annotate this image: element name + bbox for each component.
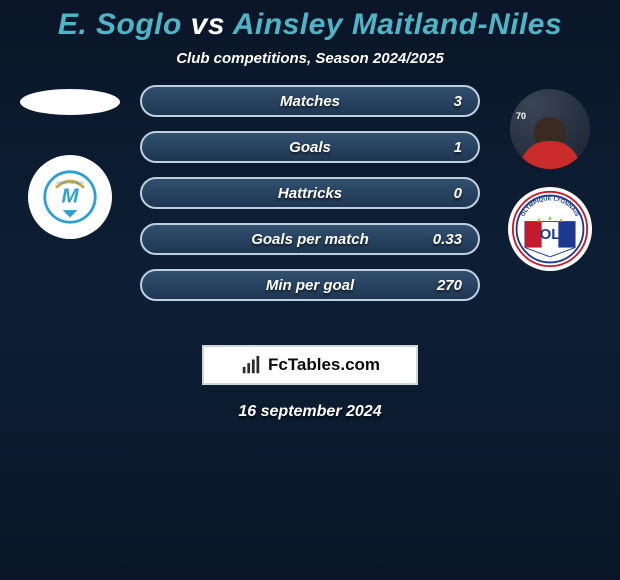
- stat-label: Min per goal: [266, 277, 354, 294]
- subtitle: Club competitions, Season 2024/2025: [0, 50, 620, 67]
- player1-name: E. Soglo: [58, 8, 182, 41]
- stat-label: Goals: [289, 139, 331, 156]
- svg-text:M: M: [61, 185, 79, 208]
- player2-name: Ainsley Maitland-Niles: [233, 8, 562, 41]
- stat-label: Goals per match: [251, 231, 369, 248]
- stat-row: Hattricks 0: [140, 177, 480, 209]
- club1-badge: M DROIT AU BUT: [28, 155, 112, 239]
- brand-box: FcTables.com: [202, 345, 418, 385]
- page-title: E. Soglo vs Ainsley Maitland-Niles: [0, 0, 620, 42]
- svg-text:OL: OL: [540, 227, 561, 243]
- brand-text: FcTables.com: [268, 355, 380, 375]
- left-column: M DROIT AU BUT: [10, 85, 130, 239]
- stat-row: Min per goal 270: [140, 269, 480, 301]
- stat-row: Matches 3: [140, 85, 480, 117]
- comparison-body: M DROIT AU BUT 70 OLYMPIQUE LYONNAIS: [0, 85, 620, 325]
- player1-avatar-placeholder: [20, 89, 120, 115]
- date-line: 16 september 2024: [0, 403, 620, 421]
- player2-jersey-number: 70: [516, 111, 526, 121]
- vs-text: vs: [191, 8, 225, 41]
- stats-table: Matches 3 Goals 1 Hattricks 0 Goals per …: [140, 85, 480, 301]
- right-column: 70 OLYMPIQUE LYONNAIS OL: [490, 85, 610, 271]
- stat-right-value: 1: [424, 139, 462, 156]
- club-ol-icon: OLYMPIQUE LYONNAIS OL: [511, 190, 589, 268]
- stat-label: Hattricks: [278, 185, 342, 202]
- club-om-icon: M DROIT AU BUT: [42, 169, 98, 225]
- club2-badge: OLYMPIQUE LYONNAIS OL: [508, 187, 592, 271]
- stat-right-value: 3: [424, 93, 462, 110]
- stat-right-value: 270: [424, 277, 462, 294]
- stat-row: Goals per match 0.33: [140, 223, 480, 255]
- brand-chart-icon: [240, 354, 262, 376]
- stat-right-value: 0: [424, 185, 462, 202]
- stat-label: Matches: [280, 93, 340, 110]
- stat-right-value: 0.33: [424, 231, 462, 248]
- player2-avatar: 70: [510, 89, 590, 169]
- stat-row: Goals 1: [140, 131, 480, 163]
- svg-text:DROIT AU BUT: DROIT AU BUT: [56, 180, 84, 185]
